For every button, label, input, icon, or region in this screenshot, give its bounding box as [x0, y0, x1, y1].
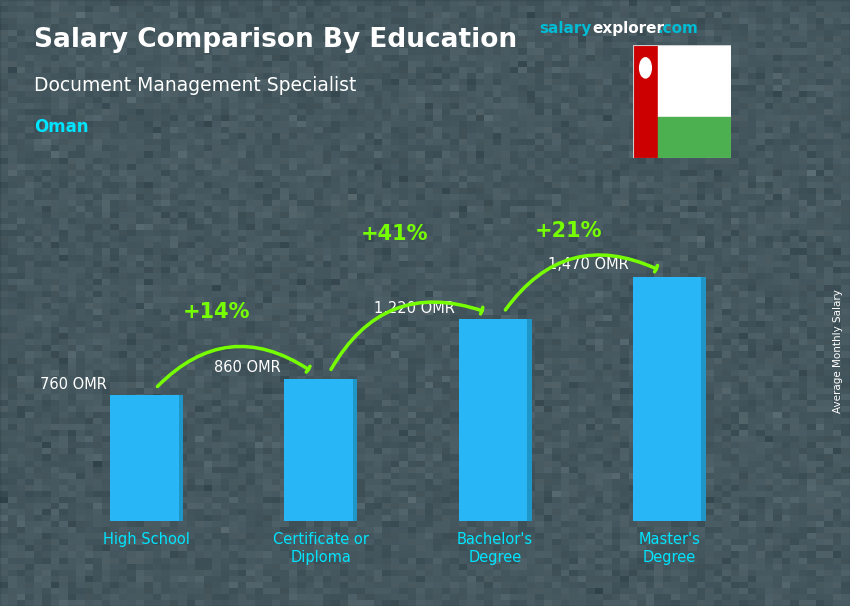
Text: Salary Comparison By Education: Salary Comparison By Education	[34, 27, 517, 53]
Bar	[285, 379, 358, 521]
Bar	[658, 45, 731, 117]
Text: +14%: +14%	[183, 302, 250, 322]
Text: 1,470 OMR: 1,470 OMR	[548, 258, 629, 272]
Bar	[632, 278, 706, 521]
Bar	[458, 319, 531, 521]
Bar	[658, 117, 731, 158]
Bar	[633, 45, 658, 158]
Bar	[179, 395, 184, 521]
Text: Oman: Oman	[34, 118, 88, 136]
Text: .com: .com	[658, 21, 699, 36]
Bar	[353, 379, 358, 521]
Text: +21%: +21%	[535, 221, 602, 241]
Circle shape	[639, 58, 651, 78]
Bar	[701, 278, 706, 521]
Bar	[110, 395, 184, 521]
Text: Document Management Specialist: Document Management Specialist	[34, 76, 356, 95]
Bar	[527, 319, 531, 521]
Text: salary: salary	[540, 21, 592, 36]
Text: Average Monthly Salary: Average Monthly Salary	[833, 290, 843, 413]
Text: 1,220 OMR: 1,220 OMR	[374, 301, 455, 316]
Text: explorer: explorer	[592, 21, 665, 36]
Text: 760 OMR: 760 OMR	[40, 377, 107, 392]
Text: +41%: +41%	[360, 224, 428, 244]
Text: 860 OMR: 860 OMR	[214, 360, 280, 375]
